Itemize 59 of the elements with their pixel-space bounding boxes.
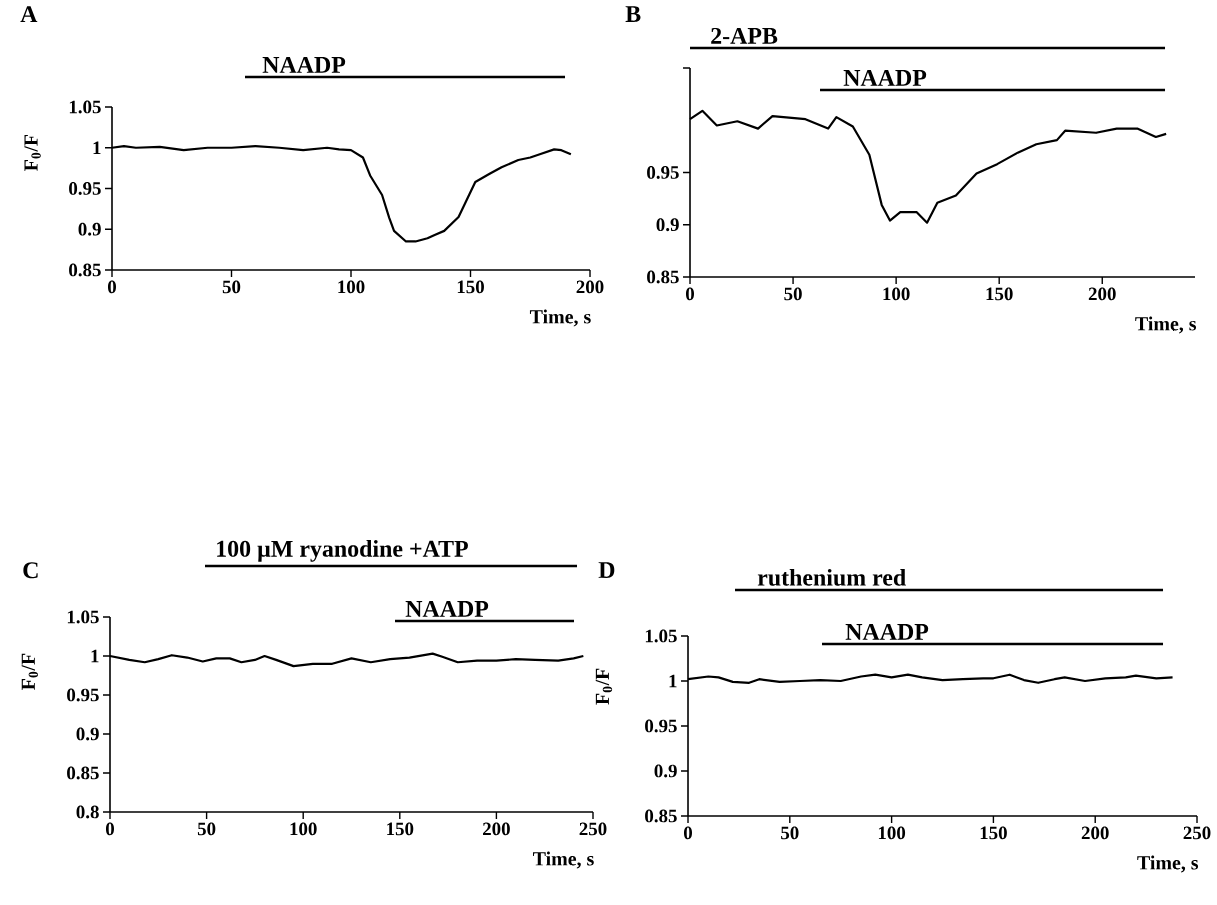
x-tick-label: 0 — [107, 280, 116, 294]
y-tick-label: 0.95 — [645, 719, 677, 733]
text: 100 µM ryanodine +ATP — [217, 540, 468, 562]
x-tick-label: 200 — [483, 822, 510, 836]
y-axis-title: F$_{0}$/F — [21, 653, 39, 690]
x-axis-title: Time, s — [529, 309, 591, 327]
x-tick-label: 250 — [1183, 826, 1211, 840]
x-axis-title: Time, s — [533, 851, 594, 869]
y-tick-label: 0.9 — [656, 218, 679, 232]
x-tick-label: 200 — [1088, 287, 1116, 301]
y-tick-label: 1 — [91, 649, 99, 663]
x-tick-label: 150 — [986, 287, 1013, 301]
y-tick-label: 1 — [669, 674, 677, 688]
x-tick-label: 200 — [576, 280, 604, 294]
x-tick-label: 100 — [883, 287, 910, 301]
y-tick-label: 0.9 — [78, 222, 101, 236]
y-tick-label: 0.9 — [76, 727, 99, 741]
chart-title: A — [20, 6, 38, 22]
y-axis-title: F$_{0}$/F — [24, 134, 41, 171]
y-tick-label: 1.05 — [645, 629, 677, 643]
x-tick-label: 50 — [781, 826, 799, 840]
y-tick-label: 0.85 — [67, 766, 99, 780]
x-tick-label: 100 — [338, 280, 365, 294]
x-tick-label: 150 — [387, 822, 414, 836]
annotation: NAADP — [845, 623, 929, 640]
x-tick-label: 100 — [878, 826, 906, 840]
x-axis-title: Time, s — [1135, 316, 1197, 334]
y-tick-label: 0.95 — [647, 166, 679, 179]
text: 2-APB — [711, 27, 778, 44]
text: ruthenium red — [757, 568, 906, 586]
annotation: NAADP — [843, 69, 927, 86]
y-tick-label: 0.9 — [654, 764, 677, 778]
y-tick-label: 0.95 — [69, 182, 101, 195]
x-tick-label: 150 — [980, 826, 1007, 840]
x-tick-label: 50 — [222, 280, 241, 294]
y-tick-label: 0.85 — [69, 263, 101, 277]
chart-title: D — [598, 562, 615, 578]
x-tick-label: 0 — [683, 826, 693, 840]
y-tick-label: 1.05 — [67, 610, 99, 624]
y-tick-label: 1.05 — [69, 100, 101, 114]
x-axis-title: Time, s — [1137, 855, 1199, 873]
y-tick-label: 1 — [93, 141, 101, 154]
chart-title: B — [625, 6, 641, 22]
x-tick-label: 50 — [197, 822, 216, 836]
y-tick-label: 0.8 — [76, 805, 99, 819]
chart-title: C — [23, 562, 38, 579]
y-tick-label: 0.85 — [647, 270, 679, 284]
x-tick-label: 150 — [457, 280, 484, 294]
x-tick-label: 250 — [579, 822, 607, 836]
x-tick-label: 0 — [105, 822, 114, 836]
y-tick-label: 0.85 — [645, 809, 677, 823]
x-tick-label: 50 — [784, 287, 802, 301]
y-axis-title: F$_{0}$/F — [595, 668, 613, 705]
text: NAADP — [262, 56, 346, 73]
x-tick-label: 200 — [1081, 826, 1109, 840]
x-tick-label: 100 — [290, 822, 317, 836]
text: NAADP — [405, 600, 489, 617]
x-tick-label: 0 — [686, 287, 695, 301]
y-tick-label: 0.95 — [67, 688, 99, 702]
